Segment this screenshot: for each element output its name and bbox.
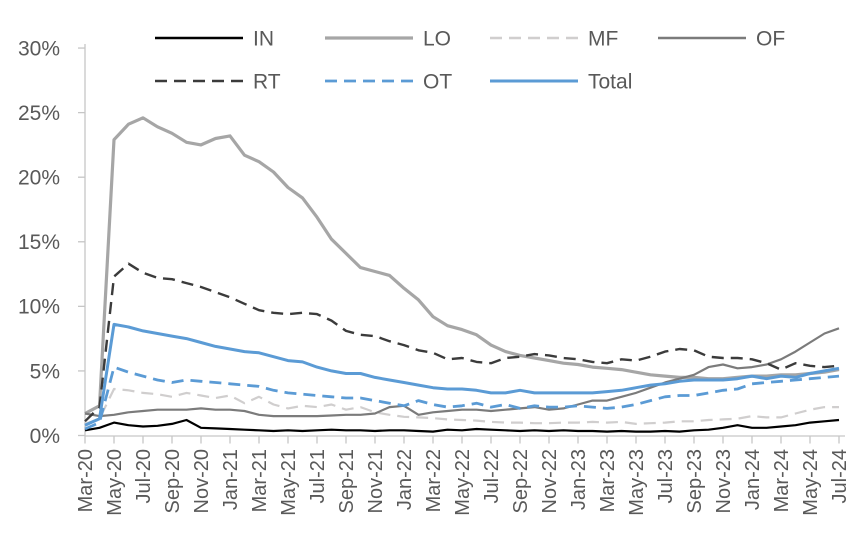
x-axis-label: Jul-23	[655, 449, 677, 503]
legend-label-total: Total	[588, 70, 632, 93]
y-axis-label: 5%	[30, 360, 60, 383]
x-axis-label: May-20	[104, 449, 126, 516]
x-axis-label: Sep-22	[510, 449, 532, 514]
legend-label-rt: RT	[253, 70, 281, 93]
legend-item-lo: LO	[325, 27, 451, 50]
x-axis-label: Sep-20	[162, 449, 184, 514]
series-line-lo	[84, 116, 840, 415]
legend-item-mf: MF	[490, 27, 618, 50]
x-axis-label: Nov-20	[191, 449, 213, 513]
x-axis-label: May-21	[278, 449, 300, 516]
x-axis-label: Jul-22	[481, 449, 503, 503]
x-axis-label: Mar-20	[75, 449, 97, 512]
x-axis-label: Mar-24	[771, 449, 793, 512]
x-axis-label: Jan-24	[742, 449, 764, 510]
x-axis-label: Nov-22	[539, 449, 561, 513]
legend-item-in: IN	[155, 27, 274, 50]
legend-label-mf: MF	[588, 27, 618, 50]
legend-label-in: IN	[253, 27, 274, 50]
x-axis-label: May-24	[800, 449, 822, 516]
x-axis-label: Nov-23	[713, 449, 735, 513]
x-axis-label: Jan-21	[220, 449, 242, 510]
x-axis-label: Mar-23	[597, 449, 619, 512]
x-axis-label: Nov-21	[365, 449, 387, 513]
y-axis-label: 20%	[18, 167, 60, 190]
series-line-of	[84, 327, 840, 418]
series-line-in	[84, 418, 840, 433]
x-axis-label: Jan-23	[568, 449, 590, 510]
x-axis-label: Jul-21	[307, 449, 329, 503]
series-line-rt	[84, 262, 840, 423]
legend-item-ot: OT	[325, 70, 452, 93]
legend-item-of: OF	[658, 27, 785, 50]
series-line-total	[84, 322, 840, 427]
legend-label-lo: LO	[423, 27, 451, 50]
x-axis-label: Jul-24	[829, 449, 851, 503]
x-axis-label: Mar-21	[249, 449, 271, 512]
legend-item-total: Total	[490, 70, 632, 93]
y-axis-label: 25%	[18, 102, 60, 125]
x-axis-label: Sep-21	[336, 449, 358, 514]
legend-item-rt: RT	[155, 70, 281, 93]
x-axis-label: Jan-22	[394, 449, 416, 510]
x-axis-label: Jul-20	[133, 449, 155, 503]
x-axis-label: Mar-22	[423, 449, 445, 512]
x-axis-label: Sep-23	[684, 449, 706, 514]
y-axis-label: 30%	[18, 37, 60, 60]
series-line-mf	[84, 387, 839, 425]
x-axis-label: May-22	[452, 449, 474, 516]
x-axis-label: May-23	[626, 449, 648, 516]
legend-label-of: OF	[756, 27, 785, 50]
y-axis-label: 10%	[18, 296, 60, 319]
y-axis-label: 0%	[30, 425, 60, 448]
legend-label-ot: OT	[423, 70, 452, 93]
y-axis-label: 15%	[18, 231, 60, 254]
series-line-ot	[84, 365, 840, 431]
